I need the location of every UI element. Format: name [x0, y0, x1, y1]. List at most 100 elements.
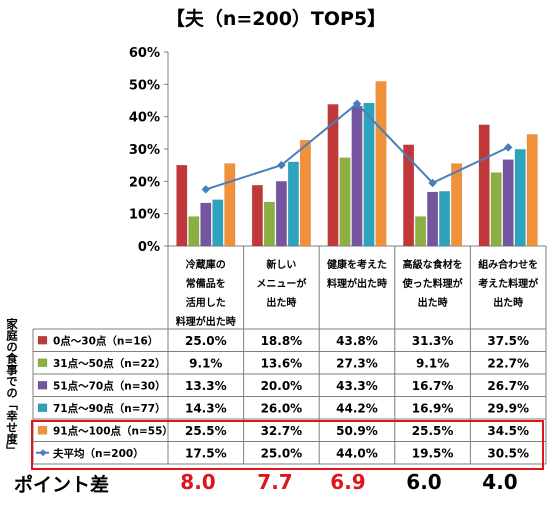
- category-label: 組み合わせを: [478, 258, 538, 271]
- point-diff-1: 7.7: [257, 470, 293, 494]
- bar: [502, 159, 514, 247]
- bar: [287, 161, 299, 247]
- legend-label: 71点～90点（n=77）: [53, 402, 166, 415]
- legend-label: 91点～100点（n=55）: [53, 424, 173, 437]
- legend-label: 31点～50点（n=22）: [53, 357, 166, 370]
- bar: [478, 124, 490, 247]
- bar: [427, 191, 439, 247]
- category-label: 料理が出た時: [327, 277, 387, 290]
- legend-swatch: [37, 381, 48, 390]
- bar: [514, 149, 526, 247]
- bar: [176, 164, 188, 247]
- y-tick-label: 60%: [129, 46, 160, 61]
- data-label: 9.1%: [416, 356, 449, 370]
- bar: [375, 81, 387, 247]
- data-label: 13.6%: [261, 356, 303, 370]
- bar: [188, 216, 200, 247]
- data-label: 22.7%: [487, 356, 529, 370]
- bar: [299, 140, 311, 247]
- bar: [490, 172, 502, 247]
- category-label: 常備品を: [186, 277, 226, 290]
- legend-marker: [39, 449, 47, 457]
- data-label: 43.3%: [336, 379, 378, 393]
- data-label: 13.3%: [185, 379, 227, 393]
- data-label: 25.5%: [185, 424, 227, 438]
- data-label: 43.8%: [336, 334, 378, 348]
- category-label: 高級な食材を: [403, 258, 463, 271]
- point-diff-2: 6.9: [330, 470, 366, 494]
- data-label: 32.7%: [261, 424, 303, 438]
- category-label: 新しい: [266, 258, 296, 271]
- data-label: 16.9%: [412, 401, 454, 415]
- y-tick-label: 0%: [138, 240, 160, 255]
- legend-label: 51点～70点（n=30）: [53, 379, 166, 392]
- data-label: 25.0%: [261, 446, 303, 460]
- side-label: 家庭の食事での「幸せ度」: [5, 318, 19, 456]
- data-label: 20.0%: [261, 379, 303, 393]
- data-label: 25.5%: [412, 424, 454, 438]
- legend-swatch: [37, 403, 48, 412]
- category-label: 出た時: [418, 296, 448, 309]
- data-label: 29.9%: [487, 401, 529, 415]
- bar: [415, 216, 427, 247]
- bar: [224, 163, 236, 247]
- legend-label: 夫平均（n=200）: [53, 447, 144, 460]
- average-point: [503, 143, 513, 152]
- bar: [351, 105, 363, 247]
- average-point: [201, 185, 211, 194]
- y-tick-label: 50%: [129, 78, 160, 93]
- data-label: 14.3%: [185, 401, 227, 415]
- point-diff-0: 8.0: [180, 470, 216, 494]
- bar: [363, 102, 375, 247]
- point-diff-label: ポイント差: [14, 474, 110, 496]
- data-label: 34.5%: [487, 424, 529, 438]
- data-label: 27.3%: [336, 356, 378, 370]
- data-label: 25.0%: [185, 334, 227, 348]
- data-label: 26.0%: [261, 401, 303, 415]
- point-diff-4: 4.0: [482, 470, 518, 494]
- data-label: 26.7%: [487, 379, 529, 393]
- bar: [339, 157, 351, 247]
- data-label: 31.3%: [412, 334, 454, 348]
- legend-swatch: [37, 358, 48, 367]
- category-label: 出た時: [493, 296, 523, 309]
- data-label: 17.5%: [185, 446, 227, 460]
- category-label: 使った料理が: [402, 277, 464, 290]
- category-label: 活用した: [186, 296, 226, 309]
- data-label: 30.5%: [487, 446, 529, 460]
- bar: [212, 199, 224, 247]
- bar: [275, 181, 287, 247]
- category-label: 冷蔵庫の: [186, 258, 226, 271]
- data-label: 18.8%: [261, 334, 303, 348]
- data-label: 44.2%: [336, 401, 378, 415]
- category-label: メニューが: [256, 277, 307, 290]
- y-tick-label: 30%: [129, 143, 160, 158]
- bar: [251, 184, 263, 247]
- legend-swatch: [37, 336, 48, 345]
- legend-swatch: [37, 426, 48, 435]
- category-label: 料理が出た時: [176, 315, 236, 328]
- data-label: 16.7%: [412, 379, 454, 393]
- data-label: 9.1%: [189, 356, 222, 370]
- data-label: 50.9%: [336, 424, 378, 438]
- y-tick-label: 20%: [129, 175, 160, 190]
- category-label: 出た時: [266, 296, 296, 309]
- bar: [451, 163, 463, 247]
- bar: [526, 134, 538, 247]
- data-label: 19.5%: [412, 446, 454, 460]
- category-label: 健康を考えた: [327, 258, 387, 271]
- bar: [439, 191, 451, 247]
- bar: [263, 201, 275, 247]
- average-point: [428, 178, 437, 188]
- data-label: 37.5%: [487, 334, 529, 348]
- legend-label: 0点～30点（n=16）: [53, 334, 158, 347]
- bar: [200, 202, 212, 247]
- data-label: 44.0%: [336, 446, 378, 460]
- chart-title: 【夫（n=200）TOP5】: [165, 8, 387, 30]
- average-point: [352, 99, 362, 108]
- y-tick-label: 10%: [129, 208, 160, 223]
- point-diff-3: 6.0: [406, 470, 442, 494]
- bar: [403, 144, 415, 247]
- average-point: [277, 160, 286, 170]
